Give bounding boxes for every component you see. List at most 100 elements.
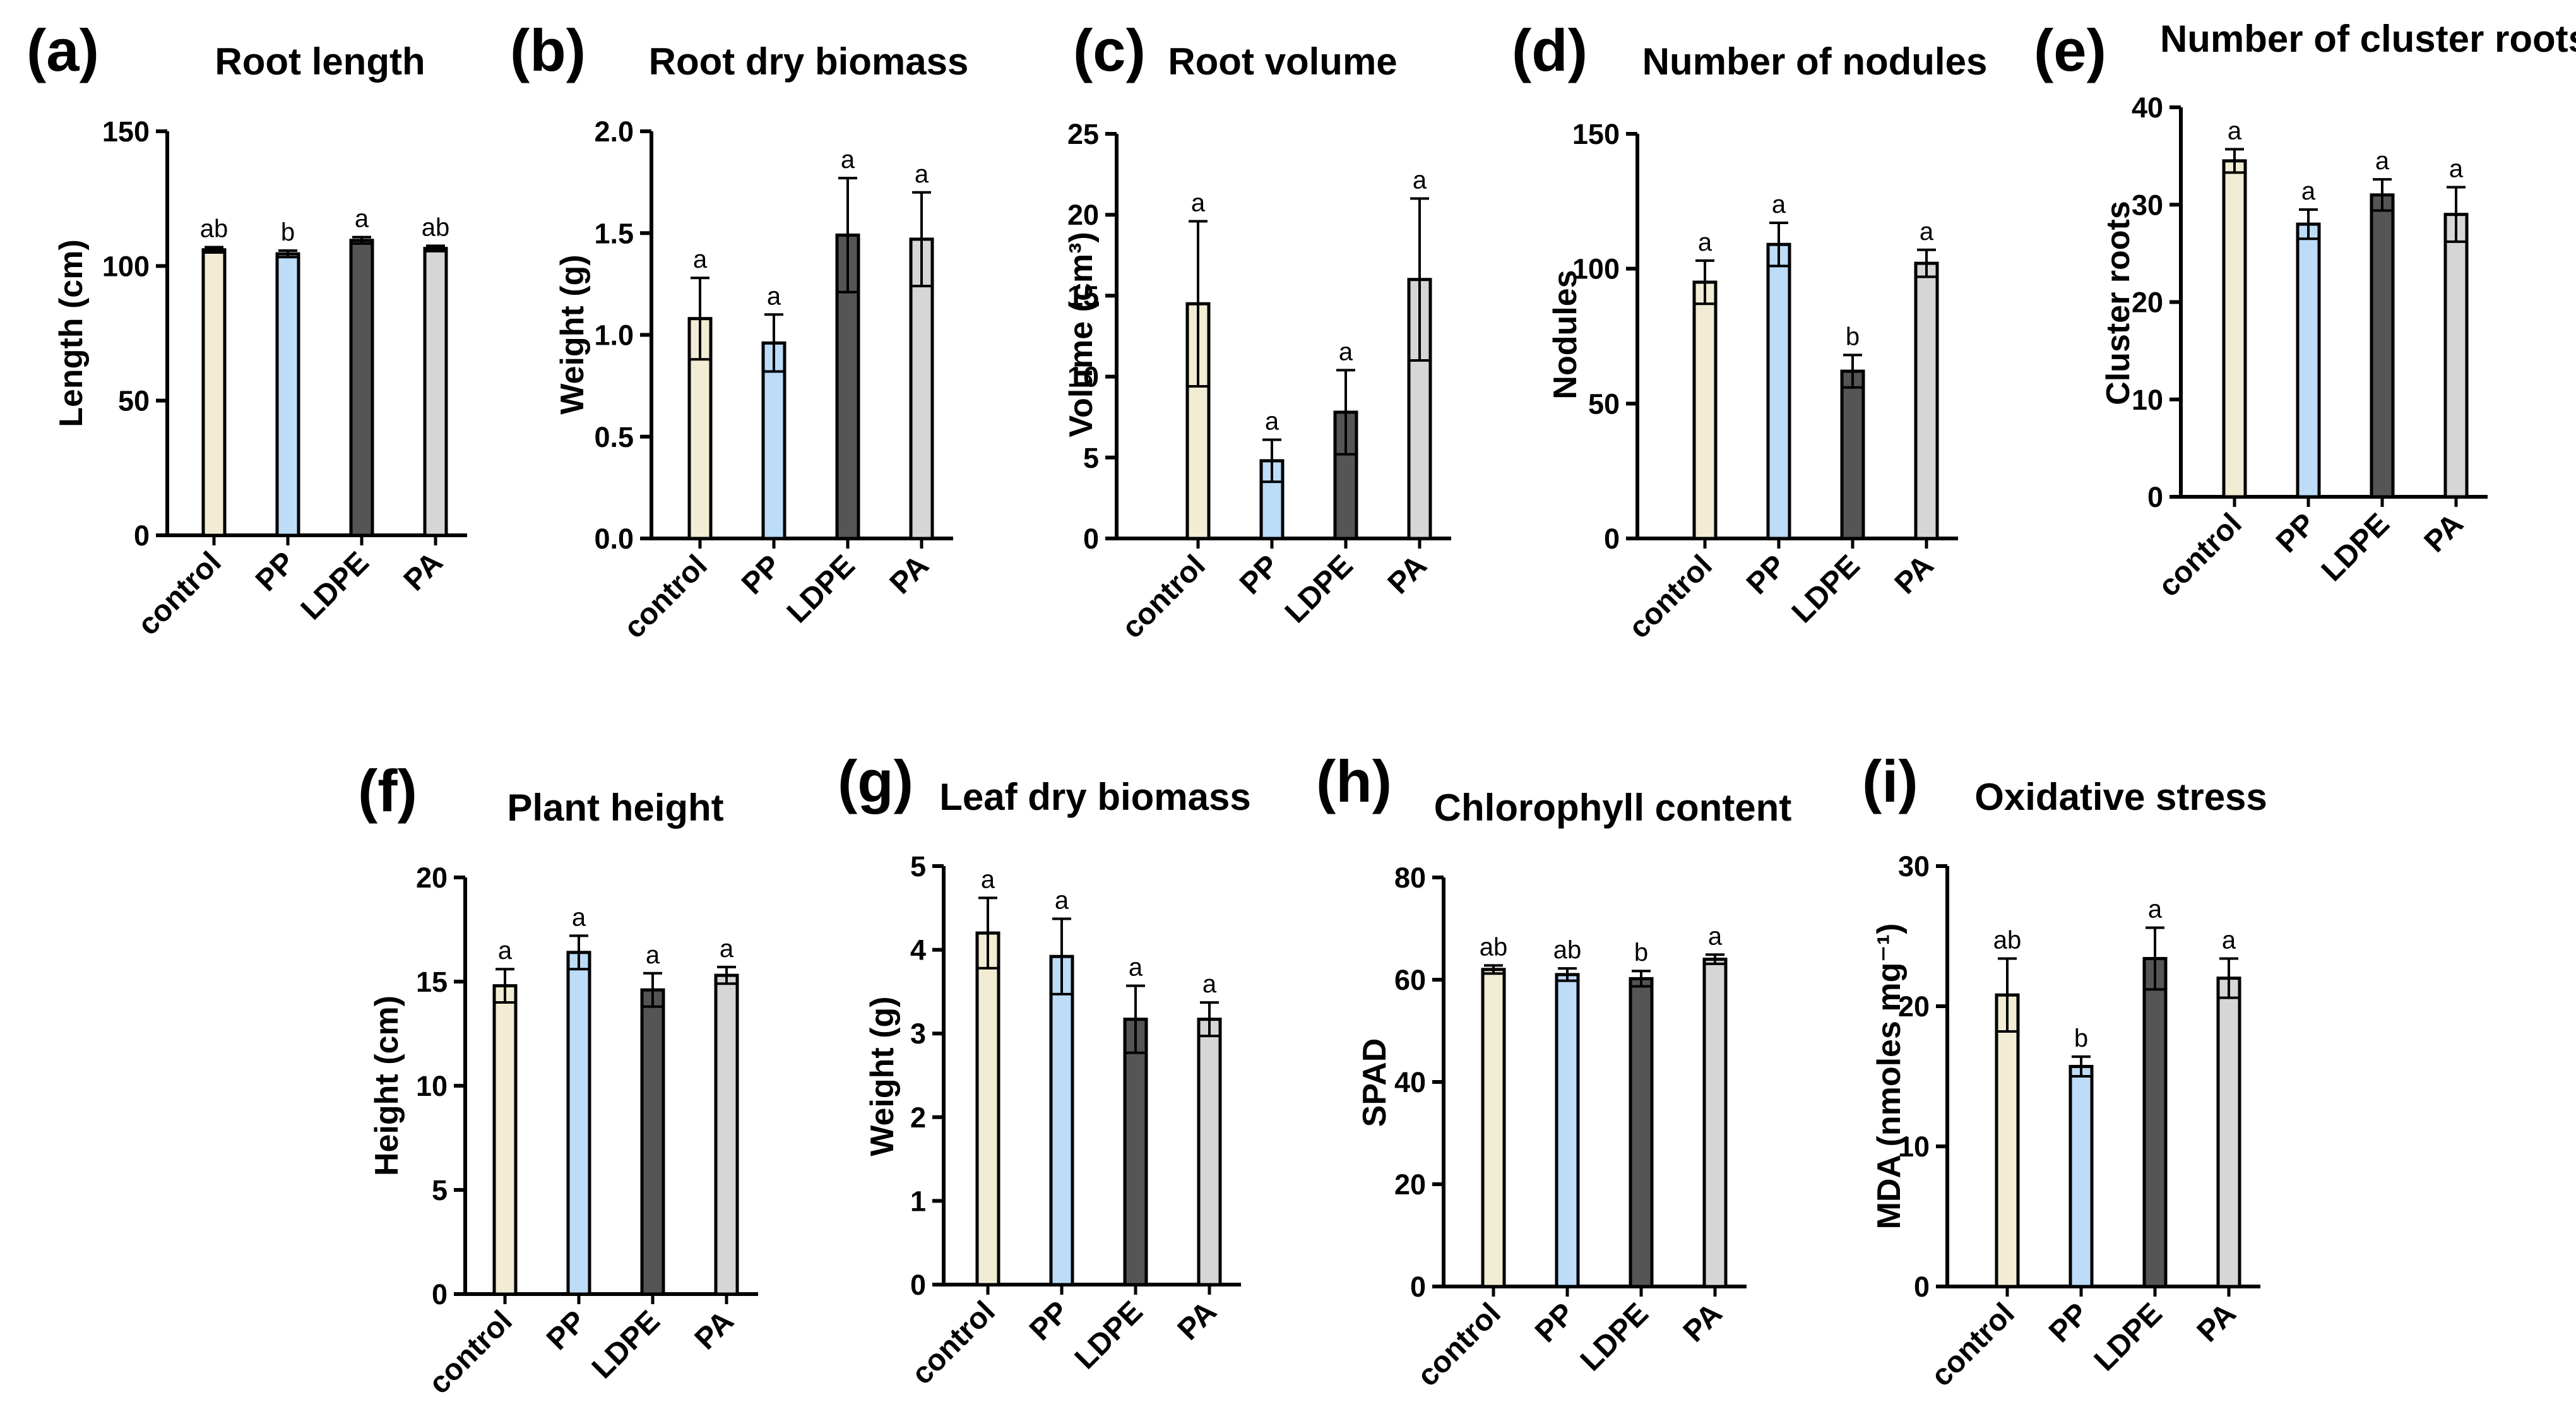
panel-letter: (a) [27, 17, 99, 83]
y-tick-label: 1.5 [594, 217, 634, 249]
x-tick-label: PA [884, 549, 935, 600]
y-tick-label: 0 [2147, 481, 2163, 513]
y-tick-label: 0 [1410, 1271, 1426, 1303]
x-tick-label: control [422, 1304, 518, 1400]
x-tick-label: LDPE [1786, 549, 1867, 629]
y-tick-label: 0.5 [594, 421, 634, 453]
x-tick-label: PA [1382, 549, 1433, 600]
x-tick-label: PP [2270, 507, 2322, 559]
significance-label: ab [200, 215, 229, 242]
y-tick-label: 0 [910, 1269, 926, 1301]
x-tick-label: control [131, 545, 227, 641]
x-tick-label: control [1115, 549, 1211, 645]
chart-panel: (d) Number of nodules Nodules 0 50 100 150 a con… [1512, 17, 1987, 645]
y-tick-label: 40 [2132, 92, 2163, 124]
significance-label: a [355, 205, 369, 233]
significance-label: a [572, 903, 586, 931]
x-tick-label: PA [1889, 549, 1940, 600]
x-tick-label: PP [1529, 1297, 1581, 1349]
y-tick-label: 0 [1914, 1271, 1930, 1303]
y-tick-label: 60 [1394, 964, 1426, 996]
bar-pa [2443, 213, 2469, 499]
bar-pp [1766, 242, 1791, 540]
panel-letter: (b) [510, 17, 586, 83]
significance-label: a [1339, 338, 1353, 365]
x-tick-label: PP [249, 545, 302, 598]
bar-pp [275, 252, 300, 537]
y-tick-label: 15 [1067, 280, 1099, 312]
y-tick-label: 1.0 [594, 319, 634, 352]
y-tick-label: 80 [1394, 862, 1426, 894]
y-axis-label: Weight (g) [554, 254, 591, 414]
y-tick-label: 4 [910, 934, 926, 966]
y-tick-label: 0 [134, 520, 150, 552]
x-tick-label: PP [735, 549, 788, 601]
significance-label: a [2228, 117, 2242, 145]
y-tick-label: 25 [1067, 118, 1099, 150]
y-tick-label: 20 [1898, 990, 1930, 1023]
x-tick-label: control [2152, 507, 2248, 603]
y-tick-label: 0 [1604, 523, 1620, 555]
significance-label: a [720, 935, 734, 963]
x-tick-label: PA [398, 545, 449, 597]
bar-ldpe [2370, 193, 2395, 499]
panel-title: Root dry biomass [649, 40, 969, 83]
panel-title: Chlorophyll content [1434, 787, 1792, 829]
x-tick-label: LDPE [1069, 1295, 1149, 1375]
significance-label: a [1202, 970, 1217, 998]
x-tick-label: PP [1233, 549, 1286, 601]
x-tick-label: PP [1740, 549, 1793, 601]
panel-letter: (i) [1862, 748, 1918, 814]
x-tick-label: control [905, 1295, 1001, 1391]
bar-pp [2069, 1064, 2094, 1288]
y-tick-label: 0.0 [594, 523, 634, 555]
y-axis-label: Length (cm) [53, 239, 90, 427]
bar-pp [1049, 954, 1074, 1286]
significance-label: ab [422, 213, 450, 241]
significance-label: a [1129, 954, 1143, 982]
y-tick-label: 15 [416, 966, 448, 998]
x-tick-label: LDPE [1279, 549, 1360, 629]
bar-control [2222, 159, 2247, 499]
y-tick-label: 30 [1898, 850, 1930, 882]
y-tick-label: 10 [1898, 1131, 1930, 1163]
chart-panel: (i) Oxidative stress MDA (nmoles mg⁻¹) 0 10 2… [1862, 748, 2267, 1393]
x-tick-label: LDPE [295, 545, 376, 626]
bar-control [1692, 280, 1718, 540]
significance-label: a [2301, 177, 2316, 205]
y-tick-label: 100 [1572, 253, 1620, 285]
x-tick-label: PP [2043, 1297, 2095, 1349]
y-axis-label: Weight (g) [864, 996, 901, 1156]
significance-label: a [498, 937, 513, 965]
x-tick-label: LDPE [781, 549, 862, 629]
x-tick-label: PP [540, 1304, 593, 1357]
y-tick-label: 20 [1394, 1168, 1426, 1201]
y-tick-label: 3 [910, 1018, 926, 1050]
y-tick-label: 150 [102, 116, 150, 148]
bar-pa [714, 973, 739, 1296]
bar-pa [1914, 261, 1939, 540]
significance-label: a [2449, 155, 2464, 182]
x-tick-label: PA [689, 1304, 740, 1356]
y-tick-label: 2.0 [594, 116, 634, 148]
significance-label: b [1634, 939, 1648, 966]
y-tick-label: 0 [1083, 523, 1099, 555]
panel-title: Root length [215, 40, 425, 83]
bar-pa [423, 247, 448, 537]
bar-pa [2216, 977, 2241, 1288]
bar-pp [566, 951, 591, 1296]
y-tick-label: 10 [1067, 361, 1099, 393]
x-tick-label: PP [1023, 1295, 1076, 1347]
significance-label: a [1920, 218, 1934, 246]
x-tick-label: LDPE [2088, 1297, 2169, 1377]
bar-control [1995, 993, 2020, 1288]
x-tick-label: control [1411, 1297, 1507, 1393]
y-axis-label: Nodules [1547, 270, 1584, 399]
significance-label: b [1846, 323, 1860, 350]
bar-ldpe [1840, 369, 1865, 540]
significance-label: a [693, 246, 708, 273]
chart-panel: (h) Chlorophyll contentSPAD020406080abcon… [1316, 748, 1791, 1393]
significance-label: a [981, 865, 995, 893]
